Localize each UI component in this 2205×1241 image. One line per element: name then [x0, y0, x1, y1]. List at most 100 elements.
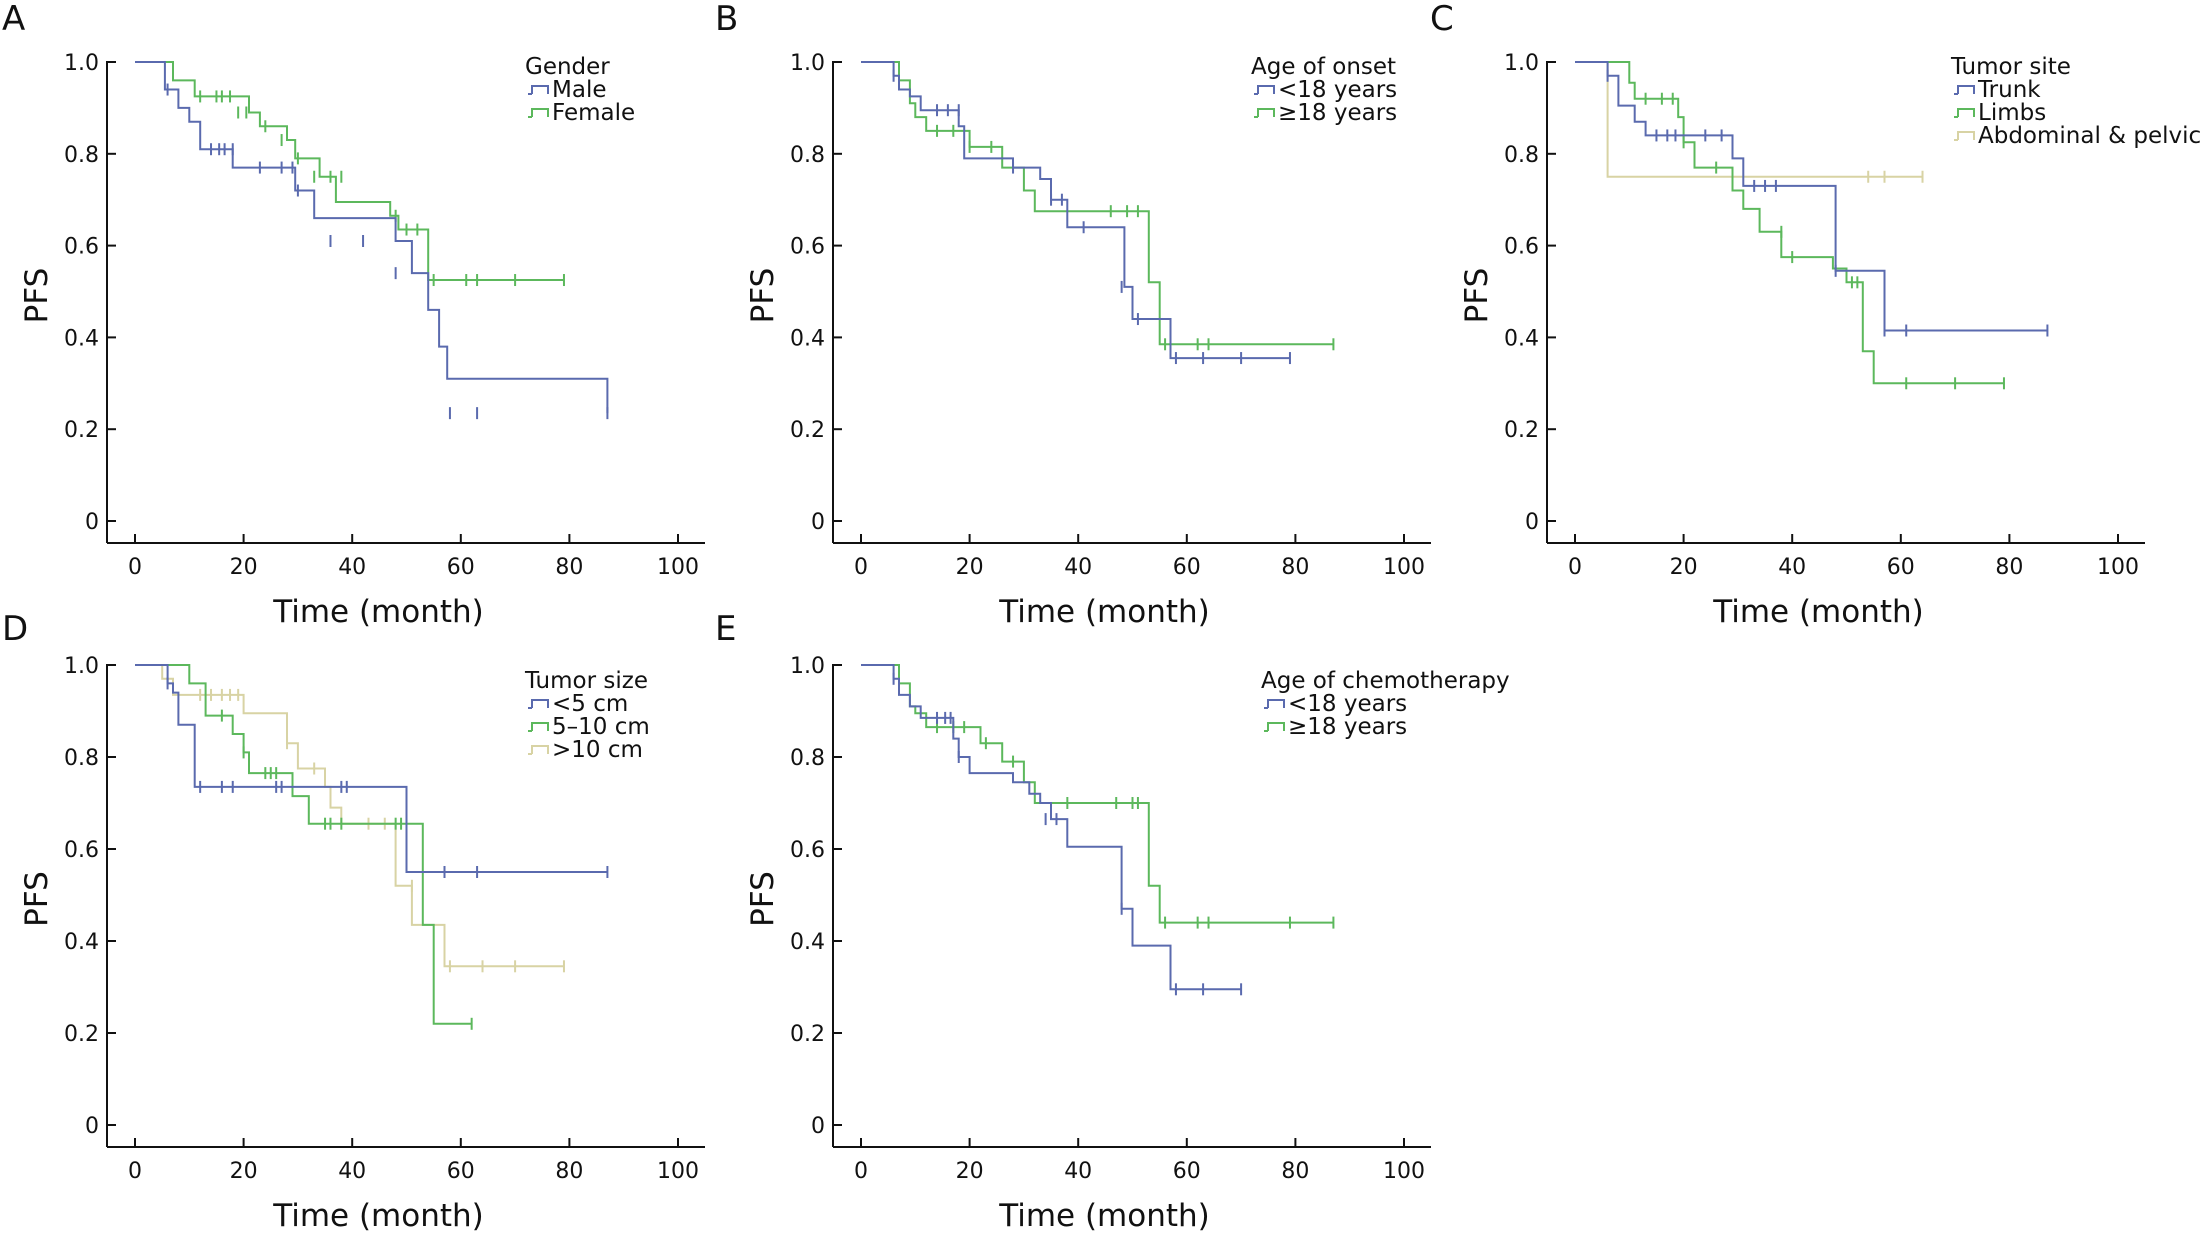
x-tick-label: 40	[1778, 555, 1806, 580]
y-axis-title: PFS	[19, 871, 55, 927]
x-tick-label: 0	[128, 1159, 142, 1184]
series-line	[861, 61, 1334, 346]
series-line	[1575, 61, 1923, 178]
y-tick-label: 0.8	[790, 746, 825, 771]
y-tick-label: 0.6	[1504, 235, 1539, 260]
x-tick-label: 0	[854, 1159, 868, 1184]
series-line	[1575, 61, 2048, 332]
x-tick-label: 60	[1887, 555, 1915, 580]
panel-letter: A	[2, 0, 25, 39]
y-tick-label: 0.2	[790, 1022, 825, 1047]
legend-label: ≥18 years	[1288, 714, 1407, 740]
x-axis-title: Time (month)	[998, 594, 1210, 630]
legend-label: Abdominal & pelvic	[1978, 123, 2201, 149]
y-tick-label: 1.0	[790, 51, 825, 76]
x-tick-label: 0	[854, 555, 868, 580]
panel-letter: B	[715, 0, 738, 39]
panel-letter: E	[715, 609, 736, 649]
panel-d: D 0 0.2 0.4 0.6 0.8 1.0 0 20 40 60 80 100 Time (month…	[2, 609, 705, 1234]
x-axis-title: Time (month)	[272, 1198, 484, 1234]
legend-title: Gender	[525, 54, 610, 80]
y-tick-label: 0.6	[64, 235, 99, 260]
legend-label: >10 cm	[552, 737, 643, 763]
x-tick-label: 60	[1173, 1159, 1201, 1184]
y-tick-label: 0	[811, 510, 825, 535]
x-tick-label: 100	[2097, 555, 2139, 580]
x-tick-label: 40	[338, 1159, 366, 1184]
y-tick-label: 0.2	[790, 418, 825, 443]
y-tick-label: 1.0	[64, 654, 99, 679]
legend-label: <18 years	[1278, 77, 1397, 103]
legend-title: Tumor site	[1950, 54, 2071, 80]
series-line	[861, 61, 1290, 360]
x-tick-label: 20	[230, 1159, 258, 1184]
x-tick-label: 60	[1173, 555, 1201, 580]
y-tick-label: 0.8	[790, 143, 825, 168]
legend-title: Tumor size	[524, 668, 648, 694]
y-axis-title: PFS	[1459, 268, 1495, 324]
series-line	[135, 664, 564, 968]
series-line	[135, 61, 609, 414]
x-tick-label: 60	[447, 1159, 475, 1184]
series-line	[135, 664, 472, 1025]
y-axis-title: PFS	[745, 871, 781, 927]
legend-label: ≥18 years	[1278, 100, 1397, 126]
x-tick-label: 20	[1670, 555, 1698, 580]
series-line	[135, 61, 564, 281]
series-line	[1575, 61, 2004, 385]
legend-swatch	[1257, 85, 1275, 94]
y-axis-title: PFS	[745, 268, 781, 324]
legend-swatch	[531, 699, 549, 708]
y-tick-label: 0.4	[790, 326, 825, 351]
legend-swatch	[1957, 108, 1975, 117]
x-axis-title: Time (month)	[272, 594, 484, 630]
x-tick-label: 0	[1568, 555, 1582, 580]
legend-title: Age of onset	[1251, 54, 1396, 80]
legend-label: <18 years	[1288, 691, 1407, 717]
legend: Age of onset<18 years≥18 years	[1251, 54, 1397, 126]
y-tick-label: 0.2	[64, 418, 99, 443]
panel-b: B 0 0.2 0.4 0.6 0.8 1.0 0 20 40 60 80 100 Time (month…	[715, 0, 1431, 630]
legend-swatch	[531, 745, 549, 754]
y-tick-label: 0.6	[790, 235, 825, 260]
x-tick-label: 40	[1064, 1159, 1092, 1184]
y-tick-label: 0.4	[790, 930, 825, 955]
x-tick-label: 80	[555, 555, 583, 580]
y-tick-label: 0.8	[64, 143, 99, 168]
x-tick-label: 40	[1064, 555, 1092, 580]
series-line	[861, 664, 1334, 924]
legend-label: Trunk	[1977, 77, 2041, 103]
y-tick-label: 0.4	[64, 930, 99, 955]
legend-swatch	[531, 108, 549, 117]
panel-e: E 0 0.2 0.4 0.6 0.8 1.0 0 20 40 60 80 100 Time (month…	[715, 609, 1510, 1234]
y-tick-label: 0.2	[1504, 418, 1539, 443]
y-tick-label: 0.8	[64, 746, 99, 771]
y-tick-label: 1.0	[64, 51, 99, 76]
y-tick-label: 0.6	[64, 838, 99, 863]
x-tick-label: 100	[657, 1159, 699, 1184]
y-tick-label: 0.4	[64, 326, 99, 351]
x-tick-label: 100	[1383, 555, 1425, 580]
legend: Age of chemotherapy<18 years≥18 years	[1261, 668, 1510, 740]
legend: Tumor size<5 cm5–10 cm>10 cm	[524, 668, 650, 763]
x-tick-label: 80	[1281, 555, 1309, 580]
legend-swatch	[1957, 131, 1975, 140]
y-tick-label: 0	[811, 1114, 825, 1139]
legend-swatch	[531, 722, 549, 731]
legend-swatch	[1267, 699, 1285, 708]
x-tick-label: 20	[956, 1159, 984, 1184]
y-tick-label: 0.2	[64, 1022, 99, 1047]
panel-c: C 0 0.2 0.4 0.6 0.8 1.0 0 20 40 60 80 100 Time (month…	[1430, 0, 2201, 630]
x-tick-label: 100	[657, 555, 699, 580]
legend-label: <5 cm	[552, 691, 628, 717]
x-tick-label: 20	[956, 555, 984, 580]
x-tick-label: 60	[447, 555, 475, 580]
x-axis-title: Time (month)	[1712, 594, 1924, 630]
legend-swatch	[1267, 722, 1285, 731]
x-tick-label: 80	[555, 1159, 583, 1184]
x-tick-label: 100	[1383, 1159, 1425, 1184]
x-tick-label: 0	[128, 555, 142, 580]
x-tick-label: 20	[230, 555, 258, 580]
